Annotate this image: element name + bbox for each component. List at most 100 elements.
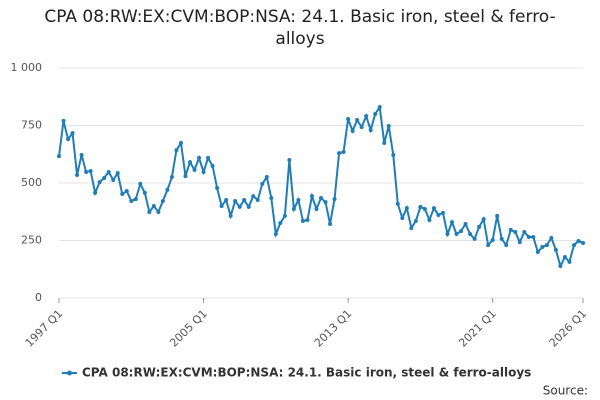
y-tick-label: 750 xyxy=(21,119,42,132)
data-point xyxy=(287,158,292,162)
data-point xyxy=(445,232,450,237)
data-point xyxy=(526,235,531,240)
data-point xyxy=(319,195,323,200)
data-point xyxy=(481,217,486,222)
data-point xyxy=(382,140,387,145)
data-point xyxy=(305,218,310,223)
data-point xyxy=(246,204,251,209)
data-point xyxy=(490,238,495,243)
data-point xyxy=(581,241,585,246)
data-point xyxy=(278,221,283,226)
data-point xyxy=(174,148,179,153)
data-point xyxy=(273,232,278,237)
data-point xyxy=(210,163,215,168)
data-point xyxy=(328,221,333,226)
data-point xyxy=(296,198,301,203)
data-point xyxy=(192,167,197,172)
data-point xyxy=(75,172,80,177)
data-point xyxy=(291,206,296,211)
data-point xyxy=(142,190,147,195)
data-point xyxy=(70,131,75,136)
data-point xyxy=(129,198,134,203)
series-line xyxy=(58,104,584,269)
data-point xyxy=(124,189,129,194)
legend-label: CPA 08:RW:EX:CVM:BOP:NSA: 24.1. Basic ir… xyxy=(82,366,531,380)
data-point xyxy=(350,129,355,134)
data-point xyxy=(111,178,116,183)
data-point xyxy=(206,155,211,160)
data-point xyxy=(84,169,89,174)
x-tick-label: 2013 Q1 xyxy=(312,307,355,350)
data-point xyxy=(323,200,328,205)
data-point xyxy=(156,209,161,214)
data-point xyxy=(355,117,360,122)
data-point xyxy=(513,229,518,234)
data-point xyxy=(61,118,66,123)
data-point xyxy=(418,204,423,209)
data-point xyxy=(219,204,224,208)
data-point xyxy=(395,201,400,206)
data-point xyxy=(440,210,445,215)
data-point xyxy=(255,198,260,203)
data-point xyxy=(138,181,143,186)
x-tick-label: 2005 Q1 xyxy=(167,307,210,350)
data-point xyxy=(422,206,427,211)
data-point xyxy=(269,195,274,200)
data-point xyxy=(201,169,206,174)
data-point xyxy=(413,218,418,223)
data-point xyxy=(400,215,405,220)
x-tick-label: 2021 Q1 xyxy=(456,307,499,350)
data-point xyxy=(386,123,391,128)
data-point xyxy=(197,155,202,160)
data-point xyxy=(233,198,238,203)
chart-title: CPA 08:RW:EX:CVM:BOP:NSA: 24.1. Basic ir… xyxy=(44,7,556,49)
data-point xyxy=(115,171,120,176)
data-point xyxy=(160,198,165,203)
data-point xyxy=(300,218,305,223)
data-point xyxy=(106,169,111,174)
data-point xyxy=(79,152,84,157)
data-point xyxy=(571,243,576,248)
data-point xyxy=(165,187,170,192)
data-point xyxy=(282,213,287,218)
data-point xyxy=(391,152,396,157)
data-point xyxy=(517,240,522,245)
data-point xyxy=(477,224,482,229)
y-tick-label: 1 000 xyxy=(11,61,43,74)
data-point xyxy=(427,218,432,223)
data-point xyxy=(251,194,256,199)
data-point xyxy=(188,160,192,165)
y-tick-label: 250 xyxy=(21,234,42,247)
data-point xyxy=(178,140,183,145)
data-point xyxy=(120,192,125,197)
data-point xyxy=(540,244,545,249)
data-point xyxy=(314,206,319,211)
data-point xyxy=(359,125,364,130)
data-point xyxy=(508,227,513,232)
data-point xyxy=(373,112,378,116)
data-point xyxy=(228,213,233,218)
data-point xyxy=(454,232,459,237)
data-point xyxy=(242,198,247,203)
data-point xyxy=(553,247,558,252)
data-point xyxy=(495,213,500,218)
data-point xyxy=(102,175,107,180)
data-point xyxy=(224,198,229,203)
data-point xyxy=(341,149,346,154)
data-point xyxy=(468,232,473,237)
data-point xyxy=(147,209,152,214)
data-point xyxy=(549,235,554,240)
data-point xyxy=(183,174,188,179)
x-tick-label: 2026 Q1 xyxy=(547,307,590,350)
data-point xyxy=(450,220,454,225)
x-tick-label: 1997 Q1 xyxy=(23,307,66,350)
data-point xyxy=(260,181,265,186)
data-point xyxy=(499,236,504,241)
data-point xyxy=(57,154,61,159)
data-point xyxy=(215,186,220,191)
data-point xyxy=(535,250,540,254)
data-point xyxy=(346,117,351,122)
data-point xyxy=(531,235,536,240)
data-point xyxy=(337,151,342,156)
